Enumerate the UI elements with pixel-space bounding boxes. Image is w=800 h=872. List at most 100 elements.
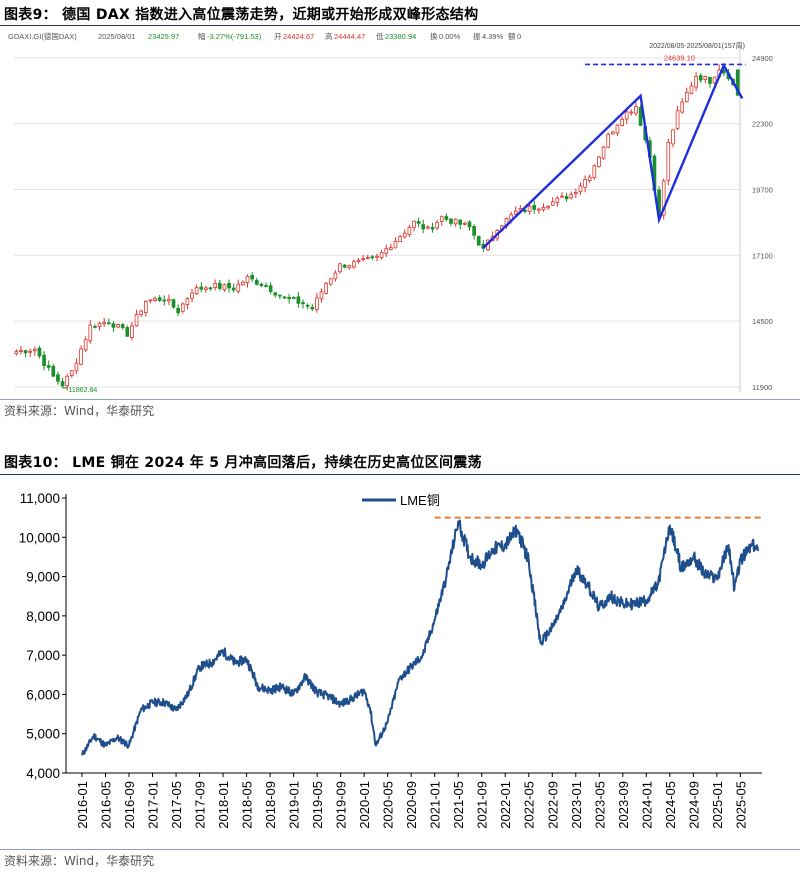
candle-body [231,287,236,291]
candle-body [148,299,153,302]
candle-body [735,69,740,96]
candle-body [513,210,518,215]
candle-body [476,236,481,246]
candle-body [569,194,574,199]
y-tick-label: 22300 [752,120,773,129]
candle-body [32,348,37,352]
x-tick-label: 2024-09 [686,781,701,829]
y-tick-label: 11,000 [20,491,60,506]
candle-body [227,282,231,289]
candle-body [69,370,74,376]
candle-body [601,146,606,159]
candle-body [620,118,624,126]
x-tick-label: 2020-01 [357,781,372,829]
candle-body [282,296,287,299]
x-tick-label: 2019-05 [310,781,325,829]
candle-body [301,302,305,305]
candle-body [79,348,83,365]
candle-body [666,141,671,181]
x-tick-label: 2018-01 [216,781,231,829]
lme-legend: LME铜 [362,493,440,508]
candle-body [698,75,703,81]
candle-body [537,208,541,211]
candle-body [361,258,365,260]
figure1-title: 图表9： 德国 DAX 指数进入高位震荡走势，近期或开始形成双峰形态结构 [4,7,479,23]
dax-date: 2025/08/01 [98,32,136,41]
candle-body [60,381,65,387]
candle-body [143,301,148,313]
candle-body [245,275,250,283]
candle-body [708,77,712,84]
x-tick-label: 2024-01 [639,781,654,829]
lme-copper-line [81,519,759,756]
y-tick-label: 17100 [752,251,773,260]
candle-body [88,324,93,342]
x-tick-label: 2017-09 [193,781,208,829]
y-tick-label: 24900 [752,54,773,63]
candle-body [268,285,273,292]
candle-body [157,297,162,301]
x-tick-label: 2025-05 [733,781,748,829]
candle-body [217,282,222,289]
candle-body [342,264,347,268]
candle-body [560,195,564,198]
candle-body [111,323,116,328]
candle-body [587,176,592,182]
lme-series [81,519,759,756]
x-tick-label: 2016-09 [122,781,137,829]
candle-body [167,298,171,302]
candle-body [550,201,555,206]
low-annotation: 11862.84 [69,387,98,394]
dax-low: 23380.94 [385,32,416,41]
x-tick-label: 2022-09 [545,781,560,829]
candle-body [162,299,167,302]
candle-body [435,222,439,229]
candle-body [661,180,666,216]
candle-body [379,252,384,258]
lme-y-axis: 4,000 5,000 6,000 7,000 8,000 9,000 10,000 11,0… [19,491,66,781]
x-tick-label: 2021-09 [475,781,490,829]
candle-body [384,248,389,254]
candle-body [328,278,333,285]
candle-body [629,111,634,114]
dax-fill-label: 换 [430,31,438,41]
candle-body [296,296,301,304]
x-tick-label: 2021-05 [451,781,466,829]
candle-body [185,298,190,305]
figure1-title-rule [0,25,800,26]
candle-body [532,205,537,210]
candle-body [204,287,208,291]
x-tick-label: 2016-05 [99,781,114,829]
candle-body [176,307,180,314]
candle-body [606,134,611,148]
candle-body [624,111,629,120]
candle-body [102,322,107,325]
candle-body [222,284,227,291]
dax-close: 23425.97 [148,32,179,41]
x-tick-label: 2017-01 [146,781,161,829]
y-tick-label: 4,000 [26,766,60,781]
candle-body [19,350,23,352]
dax-range-label: 2022/08/05-2025/08/01(157周) [649,42,745,50]
candle-body [120,324,125,328]
candle-body [305,304,310,307]
candle-body [139,310,143,316]
candle-body [338,263,342,273]
candle-body [83,338,88,351]
candle-body [134,313,139,327]
dax-header: GDAXI.GI(德国DAX) 2025/08/01 23425.97 幅 -3… [8,31,521,41]
candle-body [458,219,463,225]
candle-body [398,236,402,242]
candle-body [689,85,694,94]
figure2-bottom-rule [0,849,800,850]
candle-body [56,374,60,382]
candle-body [444,216,449,220]
candle-body [291,297,296,299]
candle-body [463,222,467,225]
y-tick-label: 11900 [752,383,772,392]
candle-body [347,265,352,269]
candle-body [287,296,291,300]
candle-body [578,185,583,193]
candle-body [671,129,675,145]
candle-body [46,365,51,368]
